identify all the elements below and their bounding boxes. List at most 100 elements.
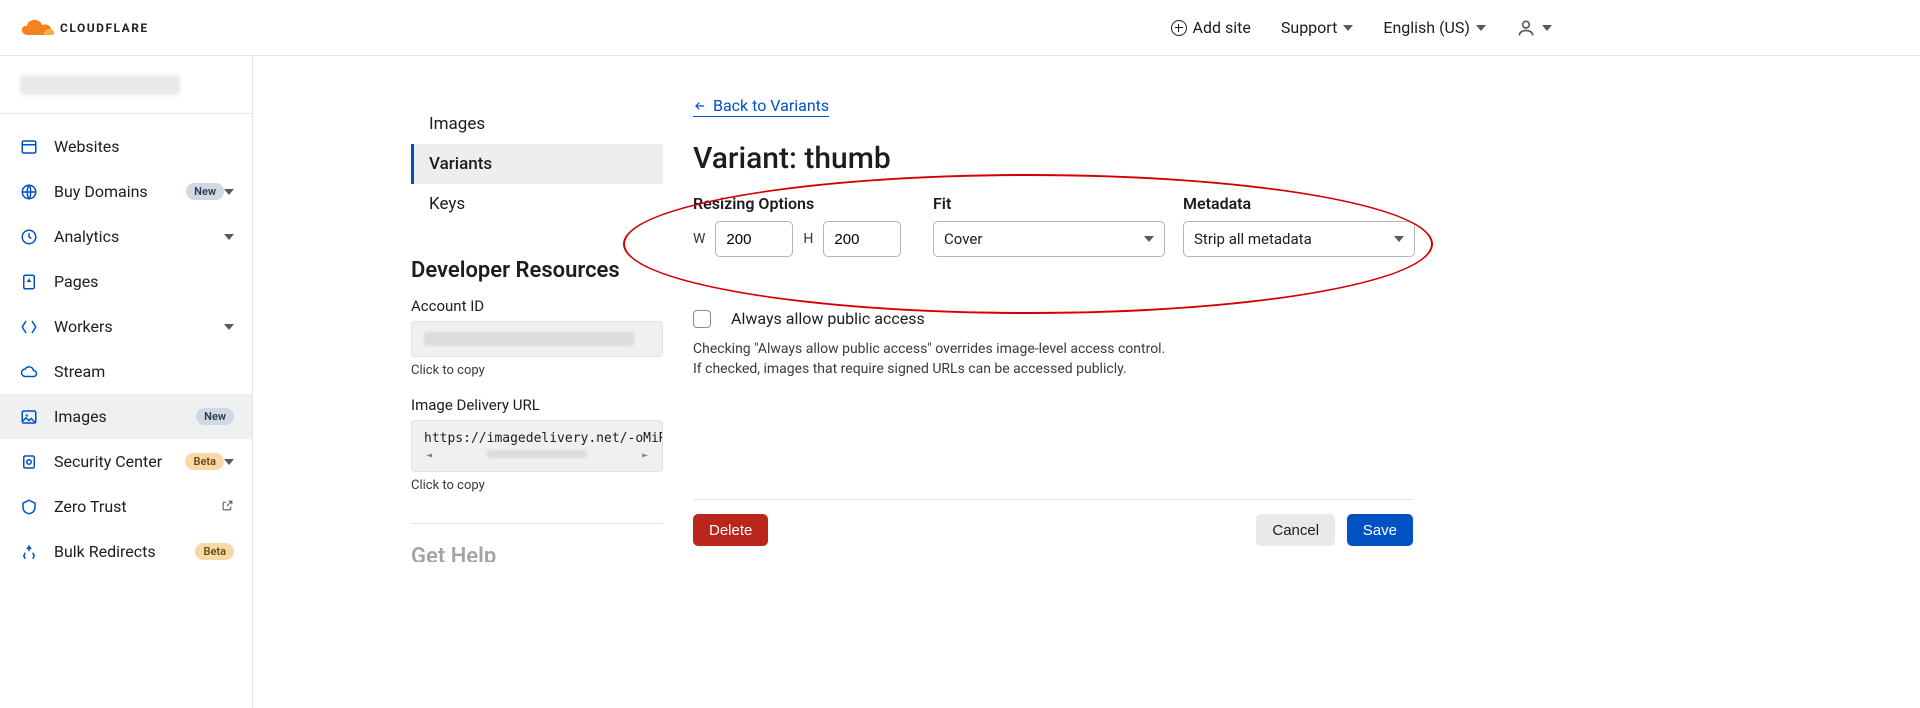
new-badge: New (196, 408, 234, 425)
middle-column: Images Variants Keys Developer Resources… (253, 56, 663, 708)
height-label: H (803, 231, 813, 247)
delete-button[interactable]: Delete (693, 514, 768, 546)
redirect-icon (18, 543, 40, 561)
chevron-down-icon (1476, 25, 1486, 31)
sidebar-item-bulk-redirects[interactable]: Bulk Redirects Beta (0, 529, 252, 574)
chevron-down-icon (1343, 25, 1353, 31)
cloud-icon (18, 363, 40, 381)
nav: Websites Buy Domains New Analytics (0, 114, 252, 574)
plus-circle-icon (1171, 20, 1187, 36)
metadata-select[interactable]: Strip all metadata (1183, 221, 1415, 257)
add-site-label: Add site (1193, 18, 1251, 37)
language-label: English (US) (1383, 18, 1470, 37)
chevron-down-icon (1542, 25, 1552, 31)
add-site-link[interactable]: Add site (1171, 18, 1251, 37)
sidebar-item-analytics[interactable]: Analytics (0, 214, 252, 259)
divider (411, 523, 663, 524)
content: Websites Buy Domains New Analytics (0, 56, 1920, 708)
subnav-item-keys[interactable]: Keys (411, 184, 663, 224)
public-access-row: Always allow public access (693, 309, 1890, 328)
back-to-variants-link[interactable]: Back to Variants (693, 96, 829, 117)
arrow-left-icon (693, 99, 707, 113)
subnav: Images Variants Keys (411, 104, 663, 224)
account-id-box[interactable] (411, 321, 663, 357)
nav-label: Analytics (54, 227, 224, 246)
subnav-label: Variants (429, 154, 492, 174)
support-menu[interactable]: Support (1281, 18, 1353, 37)
form-row: Resizing Options W H Fit Cover Metadata (693, 194, 1890, 257)
width-label: W (693, 231, 705, 247)
cloud-logo-icon (18, 15, 56, 41)
fit-value: Cover (944, 230, 982, 248)
scroll-left-icon: ◄ (426, 450, 432, 461)
subnav-label: Images (429, 114, 485, 134)
image-delivery-url-value: https://imagedelivery.net/-oMiRxTr (424, 431, 663, 446)
helper-line-1: Checking "Always allow public access" ov… (693, 340, 1890, 360)
width-input[interactable] (715, 221, 793, 257)
nav-label: Pages (54, 272, 234, 291)
sidebar-item-workers[interactable]: Workers (0, 304, 252, 349)
back-link-label: Back to Variants (713, 96, 829, 115)
new-badge: New (186, 183, 224, 200)
cancel-button[interactable]: Cancel (1256, 514, 1335, 546)
beta-badge: Beta (195, 543, 234, 560)
chevron-down-icon (224, 234, 234, 240)
sidebar-item-websites[interactable]: Websites (0, 124, 252, 169)
fit-select[interactable]: Cover (933, 221, 1165, 257)
actions-row: Delete Cancel Save (693, 514, 1413, 546)
subnav-item-images[interactable]: Images (411, 104, 663, 144)
public-access-checkbox[interactable] (693, 310, 711, 328)
language-menu[interactable]: English (US) (1383, 18, 1486, 37)
height-input[interactable] (823, 221, 901, 257)
metadata-label: Metadata (1183, 194, 1423, 213)
pages-icon (18, 273, 40, 291)
workers-icon (18, 318, 40, 336)
sidebar-item-security-center[interactable]: Security Center Beta (0, 439, 252, 484)
page-title: Variant: thumb (693, 141, 1890, 176)
nav-label: Buy Domains (54, 182, 178, 201)
sidebar: Websites Buy Domains New Analytics (0, 56, 253, 708)
resizing-options-label: Resizing Options (693, 194, 923, 213)
chevron-down-icon (224, 189, 234, 195)
fit-label: Fit (933, 194, 1173, 213)
image-icon (18, 408, 40, 426)
developer-resources-heading: Developer Resources (411, 258, 663, 283)
chevron-down-icon (224, 459, 234, 465)
save-button[interactable]: Save (1347, 514, 1413, 546)
helper-line-2: If checked, images that require signed U… (693, 360, 1890, 380)
nav-label: Images (54, 407, 188, 426)
subnav-label: Keys (429, 194, 465, 214)
logo[interactable]: CLOUDFLARE (18, 15, 149, 41)
image-delivery-url-label: Image Delivery URL (411, 396, 663, 414)
sidebar-item-buy-domains[interactable]: Buy Domains New (0, 169, 252, 214)
nav-label: Workers (54, 317, 224, 336)
sidebar-item-images[interactable]: Images New (0, 394, 252, 439)
public-access-label: Always allow public access (731, 309, 925, 328)
sidebar-item-pages[interactable]: Pages (0, 259, 252, 304)
image-delivery-url-box[interactable]: https://imagedelivery.net/-oMiRxTr ◄ ► (411, 420, 663, 472)
click-to-copy-hint: Click to copy (411, 478, 663, 493)
user-icon (1516, 18, 1536, 38)
external-link-icon (221, 498, 234, 516)
sidebar-item-stream[interactable]: Stream (0, 349, 252, 394)
chevron-down-icon (1394, 236, 1404, 242)
nav-label: Websites (54, 137, 234, 156)
clock-icon (18, 228, 40, 246)
metadata-value: Strip all metadata (1194, 230, 1312, 248)
account-selector[interactable] (0, 56, 252, 114)
scroll-right-icon: ► (642, 450, 648, 461)
divider (693, 499, 1413, 500)
support-label: Support (1281, 18, 1337, 37)
beta-badge: Beta (185, 453, 224, 470)
logo-text: CLOUDFLARE (60, 21, 149, 35)
zerotrust-icon (18, 498, 40, 516)
subnav-item-variants[interactable]: Variants (411, 144, 663, 184)
user-menu[interactable] (1516, 18, 1552, 38)
account-id-redacted (424, 332, 634, 346)
account-email-redacted (20, 75, 180, 95)
nav-label: Zero Trust (54, 497, 215, 516)
sidebar-item-zero-trust[interactable]: Zero Trust (0, 484, 252, 529)
click-to-copy-hint: Click to copy (411, 363, 663, 378)
nav-label: Bulk Redirects (54, 542, 187, 561)
scroll-track (487, 450, 587, 458)
